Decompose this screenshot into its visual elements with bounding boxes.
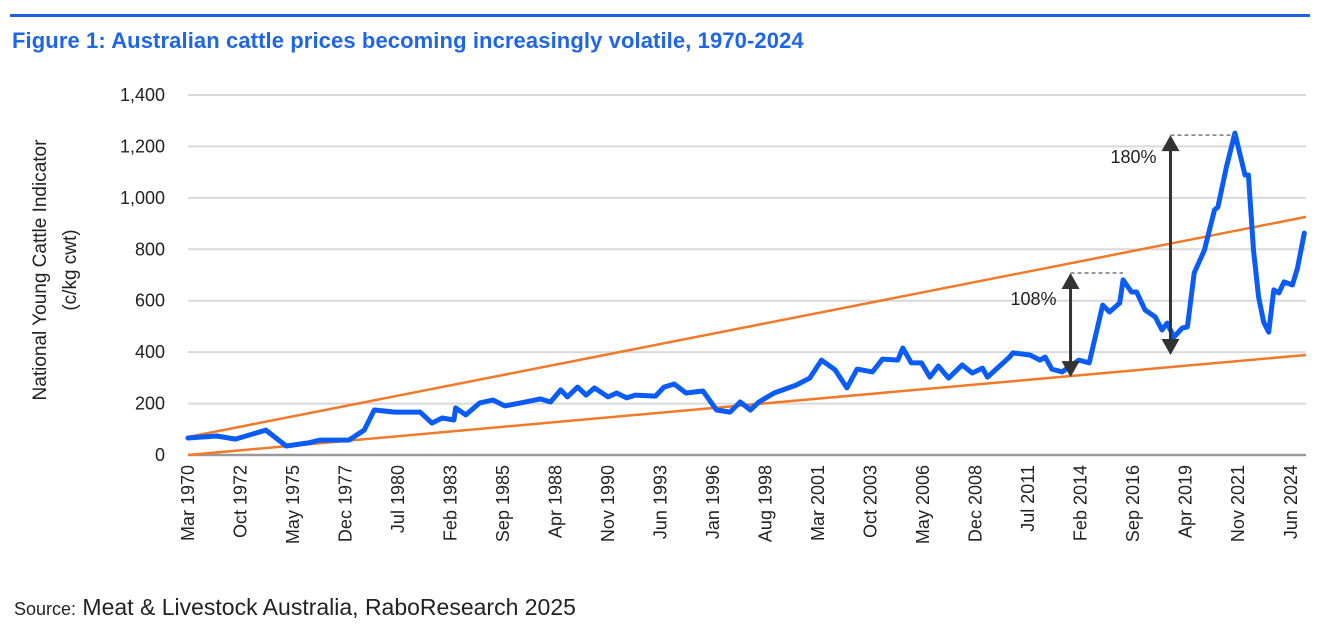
x-tick-label: Jun 1993 (651, 465, 671, 539)
x-tick-label: Nov 1990 (598, 465, 618, 542)
x-tick-label: Mar 1970 (178, 465, 198, 541)
series (185, 130, 1307, 449)
y-tick-label: 400 (135, 342, 165, 362)
x-tick-label: Sep 1985 (493, 465, 513, 542)
y-axis-title: National Young Cattle Indicator (c/kg cwt… (30, 139, 81, 401)
source-text: Meat & Livestock Australia, RaboResearch… (76, 594, 576, 620)
arrow-head-up-icon (1061, 272, 1080, 289)
y-tick-labels: 0 200 400 600 800 1,000 1,200 1,400 (120, 85, 165, 465)
x-tick-label: Feb 1983 (441, 465, 461, 541)
source-label: Source: (14, 599, 77, 619)
x-tick-label: Dec 1977 (336, 465, 356, 542)
y-tick-label: 1,400 (120, 85, 165, 105)
x-tick-label: Nov 2021 (1228, 465, 1248, 542)
price-series-line (185, 130, 1307, 449)
top-rule (10, 14, 1310, 17)
x-tick-label: Oct 2003 (861, 465, 881, 538)
trend-line (187, 215, 1307, 439)
y-axis-title-line: National Young Cattle Indicator (30, 139, 51, 401)
x-tick-label: May 2006 (913, 465, 933, 544)
x-tick-label: Apr 2019 (1176, 465, 1196, 538)
annotations: 108% 180% (1010, 134, 1235, 378)
y-tick-label: 1,000 (120, 188, 165, 208)
x-tick-label: Oct 1972 (231, 465, 251, 538)
x-tick-label: Jul 2011 (1018, 465, 1038, 532)
x-tick-label: Sep 2016 (1123, 465, 1143, 542)
y-tick-label: 200 (135, 394, 165, 414)
trend-lines (187, 215, 1307, 457)
x-tick-label: Jun 2024 (1281, 465, 1301, 539)
y-tick-label: 1,200 (120, 136, 165, 156)
annotation-label: 180% (1110, 147, 1156, 167)
x-tick-label: Apr 1988 (546, 465, 566, 538)
x-tick-label: Aug 1998 (756, 465, 776, 542)
arrow-head-up-icon (1161, 135, 1180, 152)
x-tick-labels: Mar 1970 Oct 1972 May 1975 Dec 1977 Jul 1980… (178, 465, 1301, 544)
x-tick-label: Dec 2008 (966, 465, 986, 542)
chart-title: Figure 1: Australian cattle prices becom… (12, 28, 804, 53)
source-note: Source: Meat & Livestock Australia, Rabo… (14, 594, 576, 621)
y-tick-label: 0 (155, 445, 165, 465)
x-tick-label: Jul 1980 (388, 465, 408, 533)
x-tick-label: Feb 2014 (1071, 465, 1091, 541)
y-axis-title-line: (c/kg cwt) (60, 229, 81, 310)
annotation-label: 108% (1010, 289, 1056, 309)
x-tick-label: Jan 1996 (703, 465, 723, 539)
x-tick-label: May 1975 (283, 465, 303, 544)
arrow-head-down-icon (1061, 361, 1080, 378)
arrow-head-down-icon (1161, 338, 1180, 355)
y-tick-label: 800 (135, 239, 165, 259)
x-tick-label: Mar 2001 (808, 465, 828, 541)
y-tick-label: 600 (135, 291, 165, 311)
gridlines (188, 94, 1306, 457)
